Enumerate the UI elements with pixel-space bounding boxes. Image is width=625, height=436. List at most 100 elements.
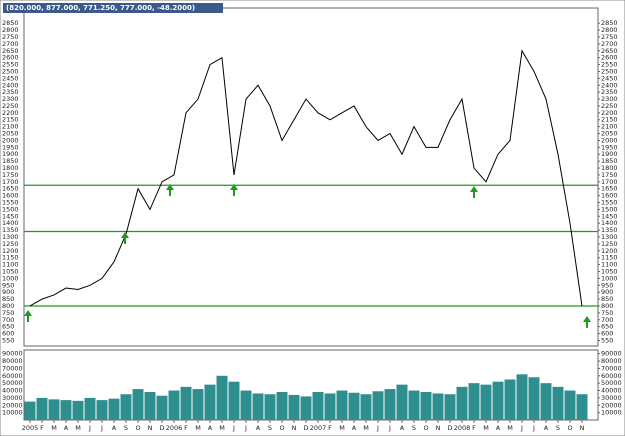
volume-bar	[156, 395, 168, 420]
y-tick-label: 1800	[2, 164, 19, 172]
y-tick-label: 1400	[2, 219, 19, 227]
x-tick-label: M	[51, 424, 57, 432]
x-tick-label: A	[256, 424, 261, 432]
y-tick-label: 2300	[2, 95, 19, 103]
volume-bar	[312, 392, 324, 420]
volume-bar	[564, 390, 576, 420]
x-tick-label: 2006	[166, 424, 183, 432]
y-tick-label-right: 850	[601, 295, 613, 303]
volume-bar	[492, 381, 504, 420]
volume-bar	[576, 394, 588, 420]
x-tick-label: J	[100, 424, 103, 432]
volume-bar	[360, 394, 372, 420]
y-tick-label-right: 2450	[601, 74, 618, 82]
volume-bar	[384, 389, 396, 420]
y-tick-label: 850	[2, 295, 14, 303]
y-tick-label: 2700	[2, 40, 19, 48]
volume-bar	[264, 394, 276, 420]
x-tick-label: A	[400, 424, 405, 432]
x-tick-label: A	[208, 424, 213, 432]
y-tick-label-right: 2350	[601, 88, 618, 96]
volume-bar	[348, 392, 360, 420]
y-tick-label-right: 2100	[601, 123, 618, 131]
y-tick-label-right: 800	[601, 302, 613, 310]
volume-bar	[240, 390, 252, 420]
volume-bar	[228, 381, 240, 420]
x-tick-label: J	[88, 424, 91, 432]
price-panel	[23, 7, 599, 347]
volume-bar	[516, 374, 528, 420]
y-tick-label: 2650	[2, 47, 19, 55]
y-tick-label: 2800	[2, 26, 19, 34]
volume-bar	[168, 390, 180, 420]
y-tick-label-right: 1900	[601, 150, 618, 158]
y-tick-label-right: 1200	[601, 247, 618, 255]
y-tick-label: 2500	[2, 67, 19, 75]
volume-bar	[120, 394, 132, 420]
y-tick-label-right: 2850	[601, 19, 618, 27]
x-tick-label: A	[64, 424, 69, 432]
y-tick-label: 1500	[2, 205, 19, 213]
arrow	[24, 310, 32, 322]
y-tick-label: 550	[2, 336, 14, 344]
x-tick-label: A	[496, 424, 501, 432]
x-tick-label: O	[279, 424, 284, 432]
y-tick-label: 800	[2, 302, 14, 310]
volume-tick-label-right: 10000	[601, 409, 622, 417]
volume-bar	[60, 400, 72, 420]
volume-bar	[336, 390, 348, 420]
y-tick-label-right: 1550	[601, 199, 618, 207]
x-tick-label: J	[232, 424, 235, 432]
y-tick-label-right: 950	[601, 281, 613, 289]
y-tick-label-right: 1600	[601, 192, 618, 200]
volume-tick-label-right: 60000	[601, 372, 622, 380]
volume-bar	[552, 386, 564, 420]
volume-tick-label: 50000	[2, 379, 23, 387]
y-tick-label-right: 900	[601, 288, 613, 296]
y-tick-label: 1000	[2, 274, 19, 282]
volume-bar	[84, 397, 96, 420]
volume-bar	[48, 399, 60, 420]
volume-bar	[204, 384, 216, 420]
y-tick-label-right: 1300	[601, 233, 618, 241]
arrow	[166, 184, 174, 196]
y-tick-label: 1450	[2, 212, 19, 220]
x-tick-label: 2005	[22, 424, 39, 432]
x-tick-label: M	[195, 424, 201, 432]
y-tick-label: 950	[2, 281, 14, 289]
y-tick-label: 2400	[2, 81, 19, 89]
y-tick-label-right: 2500	[601, 67, 618, 75]
x-tick-label: O	[567, 424, 572, 432]
y-tick-label-right: 750	[601, 309, 613, 317]
volume-tick-label-right: 40000	[601, 387, 622, 395]
y-tick-label: 2850	[2, 19, 19, 27]
y-tick-label: 2350	[2, 88, 19, 96]
y-tick-label-right: 2650	[601, 47, 618, 55]
y-tick-label: 2250	[2, 102, 19, 110]
volume-bar	[72, 400, 84, 420]
x-tick-label: J	[244, 424, 247, 432]
x-tick-label: A	[352, 424, 357, 432]
price-line	[29, 49, 583, 307]
arrow	[121, 232, 129, 244]
x-tick-label: S	[124, 424, 128, 432]
y-tick-label: 2450	[2, 74, 19, 82]
x-tick-label: M	[507, 424, 513, 432]
volume-bar	[468, 383, 480, 420]
x-tick-label: J	[520, 424, 523, 432]
volume-bar	[528, 377, 540, 420]
volume-bar	[180, 386, 192, 420]
x-tick-label: O	[135, 424, 140, 432]
y-tick-label-right: 1450	[601, 212, 618, 220]
y-tick-label-right: 550	[601, 336, 613, 344]
volume-bar	[456, 386, 468, 420]
y-tick-label-right: 1250	[601, 240, 618, 248]
y-tick-label: 1650	[2, 185, 19, 193]
y-tick-label: 2750	[2, 33, 19, 41]
volume-bar	[444, 394, 456, 420]
arrow	[583, 316, 591, 328]
chart-title: (820.000, 877.000, 771.250, 777.000, -48…	[6, 4, 195, 12]
volume-bar	[252, 393, 264, 420]
y-tick-label: 1750	[2, 171, 19, 179]
x-tick-label: N	[436, 424, 441, 432]
